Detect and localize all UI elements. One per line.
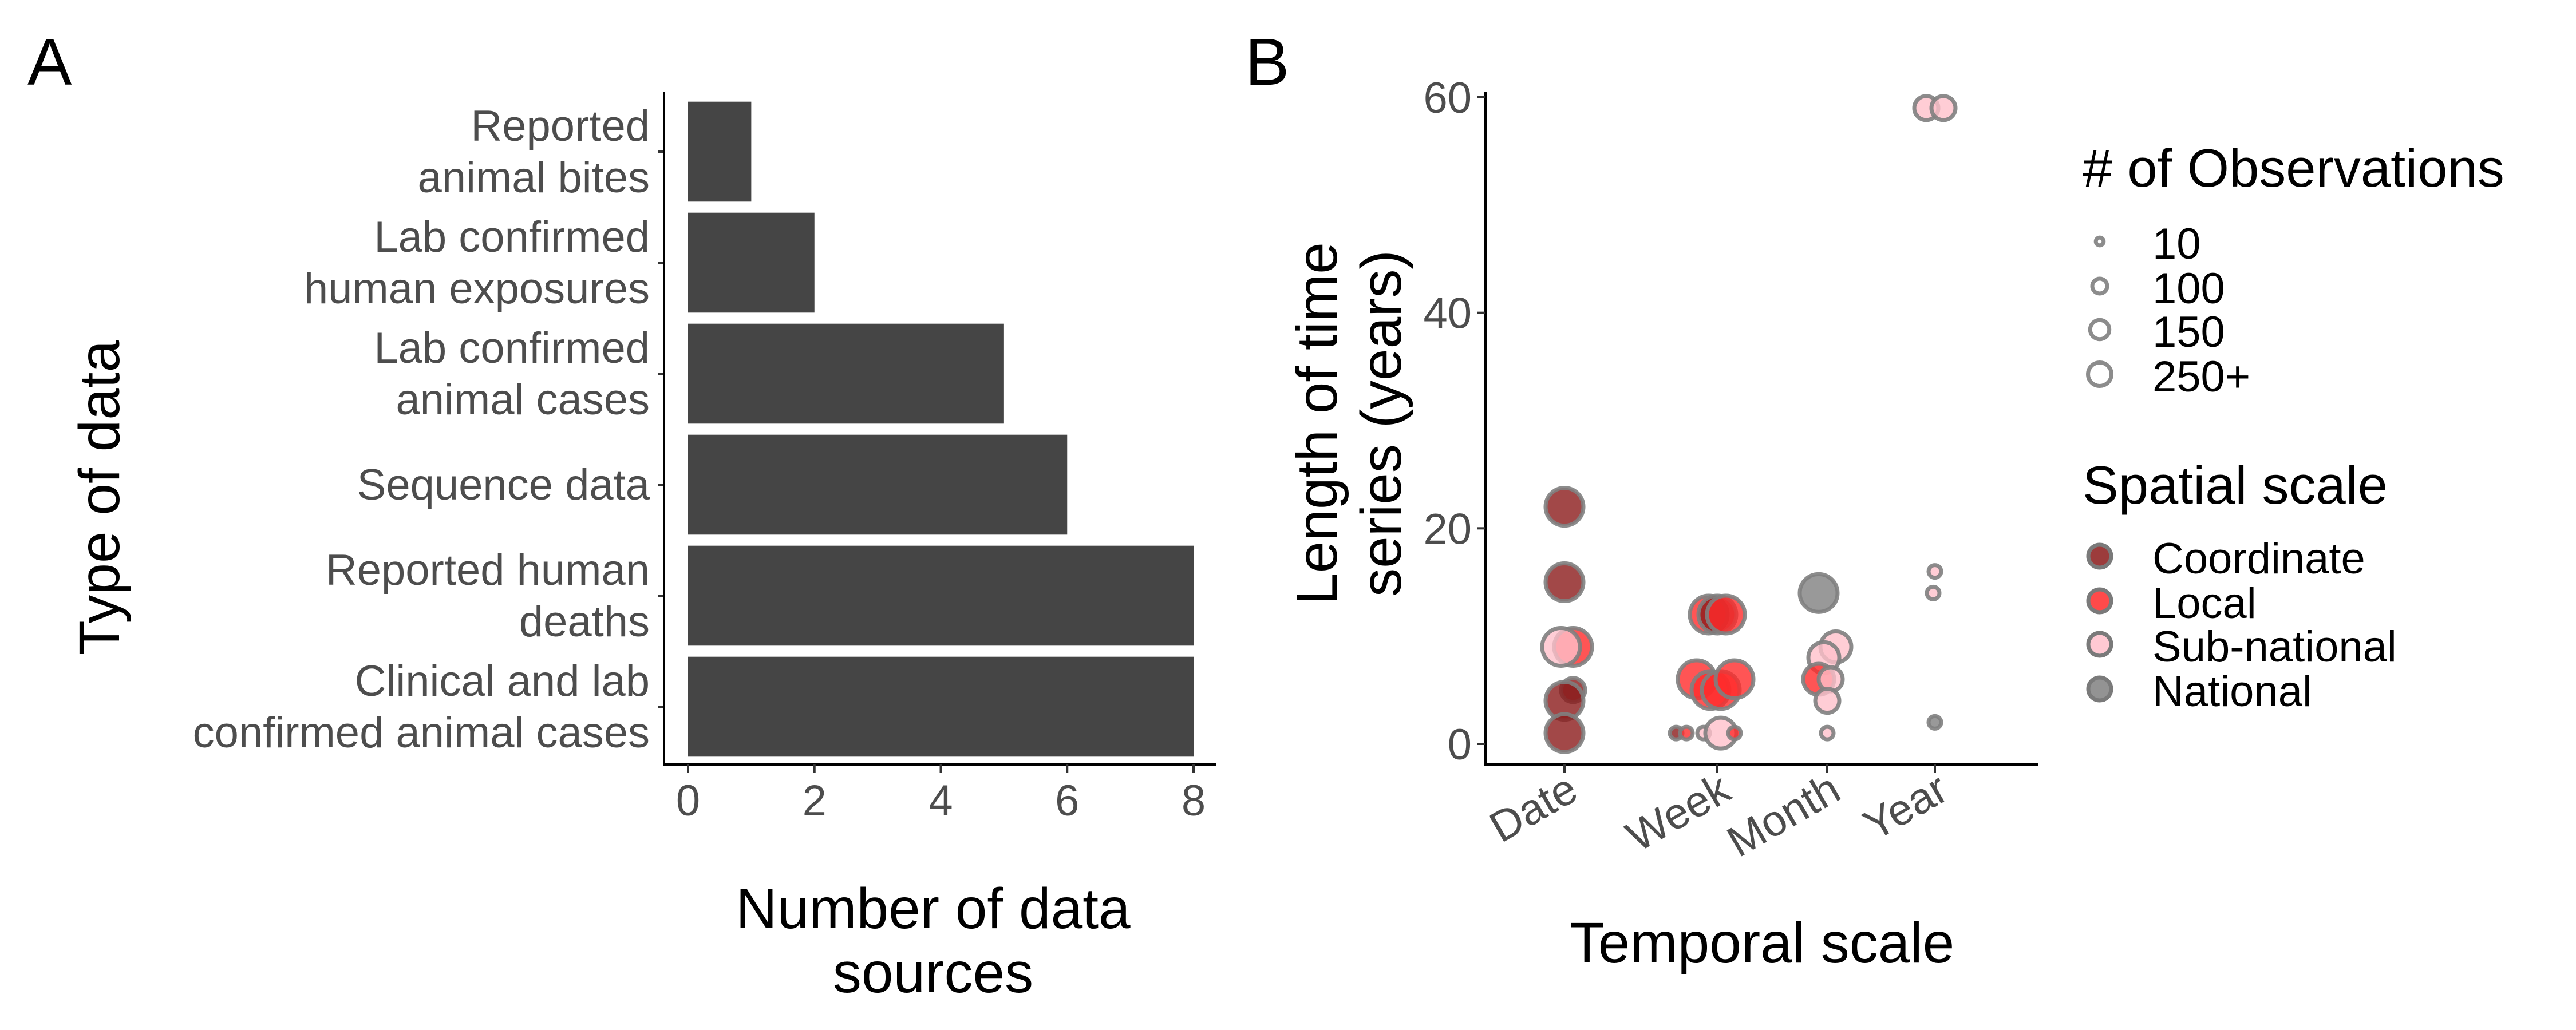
bar-0 [688, 101, 752, 202]
point-9 [1705, 593, 1747, 636]
color-legend-label-1: Local [2152, 579, 2257, 628]
point-28 [1926, 563, 1943, 580]
color-legend-label-3: National [2152, 667, 2312, 716]
bar-5 [688, 656, 1194, 757]
category-label-5: Clinical and lab confirmed animal cases [193, 657, 650, 757]
size-legend-label-0: 10 [2152, 220, 2201, 268]
b-y-tick-label-40: 40 [1423, 290, 1472, 338]
size-legend-label-3: 250+ [2152, 352, 2250, 401]
size-legend-title: # of Observations [2083, 138, 2504, 198]
point-13 [1713, 658, 1756, 700]
panel-a-x-ticks: 0 2 4 6 8 [676, 764, 1206, 825]
b-x-tick-label-date: Date [1481, 764, 1586, 852]
point-0 [1543, 486, 1586, 528]
panel-a-bars [688, 101, 1194, 757]
point-3 [1540, 626, 1582, 668]
bar-2 [688, 323, 1004, 424]
point-15 [1678, 724, 1695, 742]
panel-b-points [1540, 94, 1958, 754]
color-legend-key-0 [2086, 542, 2113, 570]
size-legend-key-1 [2090, 276, 2109, 296]
x-tick-label-2: 2 [803, 777, 827, 825]
panel-a-category-labels: Reported animal bites Lab confirmed human e… [193, 102, 650, 757]
size-legend-key-0 [2093, 235, 2106, 248]
point-29 [1925, 584, 1942, 601]
point-30 [1926, 714, 1943, 731]
panel-a-x-axis-title: Number of data sources [736, 877, 1131, 1005]
category-label-3: Sequence data [357, 461, 650, 509]
size-legend-key-2 [2088, 318, 2112, 342]
x-tick-label-6: 6 [1055, 777, 1079, 825]
b-y-tick-label-0: 0 [1448, 720, 1472, 769]
point-25 [1819, 724, 1836, 742]
panel-tag-b: B [1245, 25, 1289, 99]
bar-3 [688, 434, 1068, 535]
size-legend-label-1: 100 [2152, 264, 2225, 313]
panel-a-y-axis-title: Type of data [68, 340, 132, 655]
size-legend-key-3 [2086, 360, 2113, 388]
bar-4 [688, 545, 1194, 646]
point-1 [1543, 561, 1586, 603]
point-18 [1726, 724, 1743, 742]
color-legend-label-0: Coordinate [2152, 534, 2365, 583]
panel-a-bar-chart: Reported animal bites Lab confirmed human e… [68, 92, 1216, 1005]
category-label-2: Lab confirmed animal cases [374, 324, 650, 424]
color-legend-label-2: Sub-national [2152, 623, 2397, 671]
panel-b-x-axis-title: Temporal scale [1570, 911, 1955, 975]
bar-1 [688, 212, 815, 313]
category-label-1: Lab confirmed human exposures [304, 213, 650, 313]
category-label-0: Reported animal bites [417, 102, 650, 202]
size-legend-label-2: 150 [2152, 308, 2225, 356]
point-27 [1929, 94, 1958, 122]
b-x-tick-label-month: Month [1719, 764, 1848, 866]
b-y-tick-label-60: 60 [1423, 74, 1472, 122]
panel-tag-a: A [27, 25, 72, 99]
color-legend-key-3 [2086, 675, 2113, 703]
point-24 [1813, 687, 1842, 715]
b-x-tick-label-week: Week [1618, 764, 1739, 862]
panel-b-axes [1484, 92, 2038, 766]
x-tick-label-4: 4 [929, 777, 953, 825]
b-x-tick-label-year: Year [1855, 764, 1955, 850]
point-6 [1543, 712, 1586, 754]
b-y-tick-label-20: 20 [1423, 505, 1472, 553]
x-tick-label-0: 0 [676, 777, 700, 825]
color-legend-title: Spatial scale [2083, 455, 2388, 515]
category-label-4: Reported human deaths [326, 546, 650, 646]
color-legend-key-2 [2086, 631, 2113, 658]
panel-b-y-ticks: 0 20 40 60 [1423, 74, 1485, 769]
x-tick-label-8: 8 [1182, 777, 1206, 825]
panel-b-y-axis-title: Length of timeseries (years) [1285, 242, 1413, 605]
color-legend-key-1 [2086, 587, 2113, 615]
point-19 [1797, 572, 1840, 614]
